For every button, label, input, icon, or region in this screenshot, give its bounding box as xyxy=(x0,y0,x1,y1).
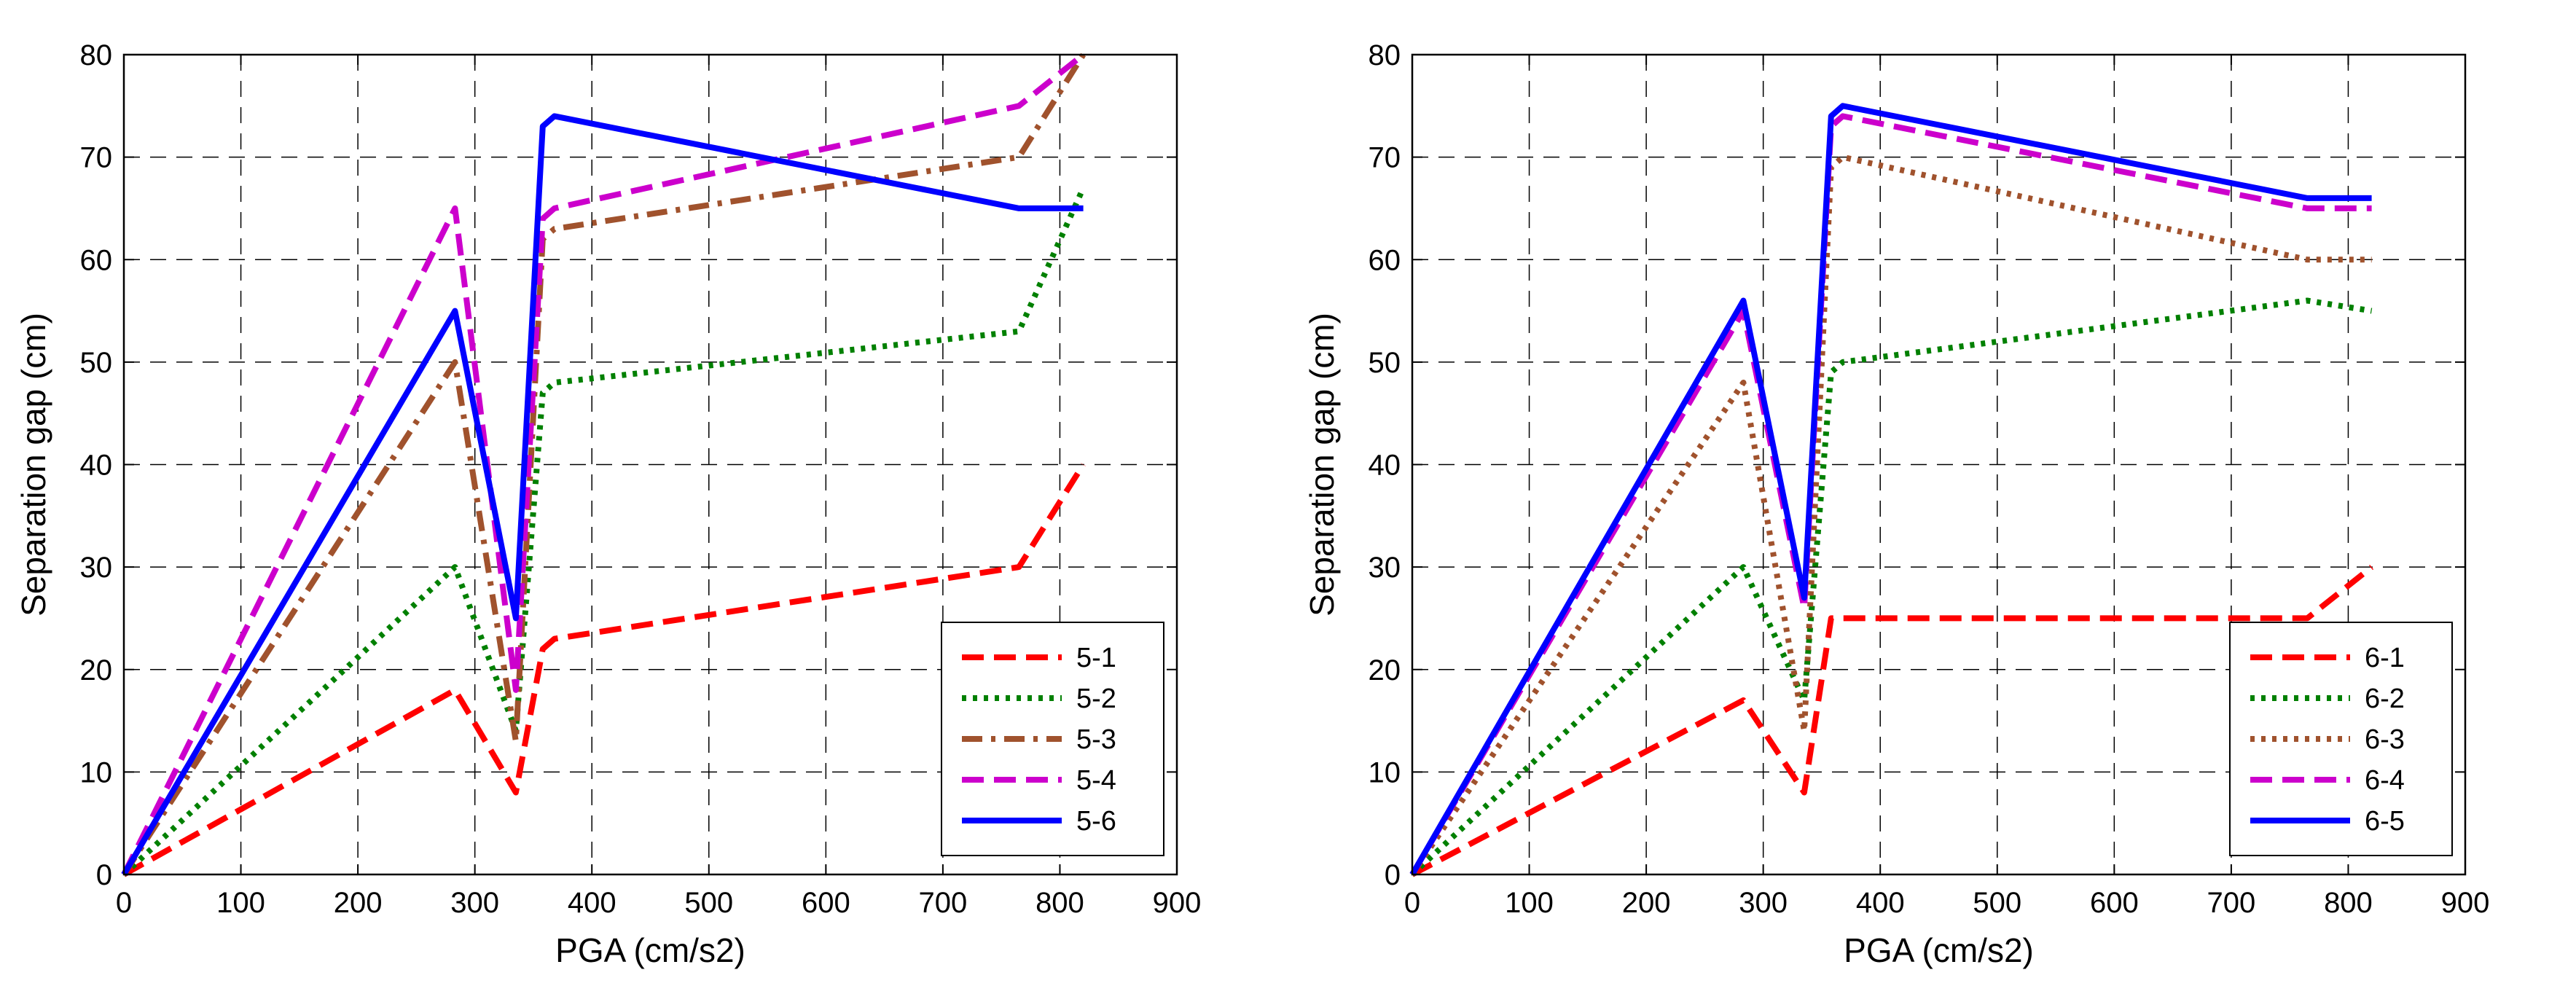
x-tick-label: 200 xyxy=(334,887,383,919)
y-tick-label: 0 xyxy=(1385,859,1401,891)
y-tick-label: 30 xyxy=(80,552,113,584)
y-tick-label: 0 xyxy=(96,859,112,891)
x-tick-label: 0 xyxy=(1404,887,1420,919)
chart-right: 0 100 200 300 400 500 600 700 800 900 0 10 20 30 40 50 6… xyxy=(1288,0,2576,1002)
series-line-6-2 xyxy=(1410,297,2373,877)
series-line-5-2 xyxy=(122,187,1087,877)
y-axis-label: Separation gap (cm) xyxy=(1303,313,1341,617)
y-tick-label: 60 xyxy=(1369,244,1401,276)
grid xyxy=(124,55,1177,874)
ticks: 0 100 200 300 400 500 600 700 800 900 0 10 20 30 40 50 6… xyxy=(1369,39,2490,919)
x-tick-label: 600 xyxy=(802,887,850,919)
y-tick-label: 10 xyxy=(1369,756,1401,788)
x-tick-label: 100 xyxy=(1505,887,1554,919)
chart-left: 0 100 200 300 400 500 600 700 800 900 0 10 20 30 40 50 6… xyxy=(15,39,1202,969)
x-tick-label: 400 xyxy=(1856,887,1905,919)
y-tick-label: 20 xyxy=(80,654,113,686)
x-tick-label: 500 xyxy=(684,887,733,919)
legend: 5-1 5-2 5-3 5-4 5-6 xyxy=(941,622,1164,856)
series-line-6-1 xyxy=(1411,564,2374,877)
y-tick-label: 50 xyxy=(80,347,113,379)
y-tick-label: 40 xyxy=(1369,450,1401,482)
ticks: 0 100 200 300 400 500 600 700 800 900 0 10 20 30 40 50 6… xyxy=(80,39,1202,919)
x-tick-label: 300 xyxy=(1739,887,1788,919)
legend-label-5-2: 5-2 xyxy=(1076,684,1116,714)
y-tick-label: 30 xyxy=(1369,552,1401,584)
x-tick-label: 100 xyxy=(216,887,265,919)
series-line-5-4 xyxy=(121,52,1086,876)
x-tick-label: 700 xyxy=(2207,887,2256,919)
chart-right-svg: 0 100 200 300 400 500 600 700 800 900 0 10 20 30 40 50 6… xyxy=(1303,39,2490,969)
y-tick-label: 70 xyxy=(1369,142,1401,174)
series-line-5-1 xyxy=(122,463,1086,877)
y-tick-label: 20 xyxy=(1369,654,1401,686)
x-tick-label: 900 xyxy=(2441,887,2490,919)
legend-label-5-3: 5-3 xyxy=(1076,724,1116,755)
y-axis-label: Separation gap (cm) xyxy=(15,313,52,617)
x-tick-label: 300 xyxy=(450,887,499,919)
y-tick-label: 60 xyxy=(80,244,113,276)
x-tick-label: 600 xyxy=(2090,887,2139,919)
y-tick-label: 70 xyxy=(80,142,113,174)
chart-left-svg: 0 100 200 300 400 500 600 700 800 900 0 10 20 30 40 50 6… xyxy=(15,39,1202,969)
legend-label-5-1: 5-1 xyxy=(1076,643,1116,673)
legend-label-5-6: 5-6 xyxy=(1076,806,1116,837)
series-line-6-5 xyxy=(1409,103,2372,876)
y-tick-label: 10 xyxy=(80,756,113,788)
y-tick-label: 40 xyxy=(80,450,113,482)
legend-label-5-4: 5-4 xyxy=(1076,765,1116,796)
y-tick-label: 50 xyxy=(1369,347,1401,379)
legend: 6-1 6-2 6-3 6-4 6-5 xyxy=(2229,622,2453,856)
legend-label-6-4: 6-4 xyxy=(2365,765,2405,796)
y-tick-label: 80 xyxy=(80,39,113,71)
x-axis-label: PGA (cm/s2) xyxy=(555,931,745,969)
legend-label-6-1: 6-1 xyxy=(2365,643,2405,673)
x-tick-label: 400 xyxy=(568,887,616,919)
y-tick-label: 80 xyxy=(1369,39,1401,71)
x-tick-label: 0 xyxy=(116,887,132,919)
x-axis-label: PGA (cm/s2) xyxy=(1844,931,2034,969)
series-line-5-6 xyxy=(121,113,1084,877)
series-group xyxy=(121,52,1087,877)
x-tick-label: 800 xyxy=(1036,887,1084,919)
legend-label-6-3: 6-3 xyxy=(2365,724,2405,755)
x-tick-label: 700 xyxy=(919,887,968,919)
x-tick-label: 900 xyxy=(1153,887,1202,919)
x-tick-label: 200 xyxy=(1622,887,1671,919)
legend-label-6-5: 6-5 xyxy=(2365,806,2405,837)
x-tick-label: 800 xyxy=(2324,887,2373,919)
x-tick-label: 500 xyxy=(1973,887,2021,919)
legend-label-6-2: 6-2 xyxy=(2365,684,2405,714)
series-group xyxy=(1409,103,2374,877)
